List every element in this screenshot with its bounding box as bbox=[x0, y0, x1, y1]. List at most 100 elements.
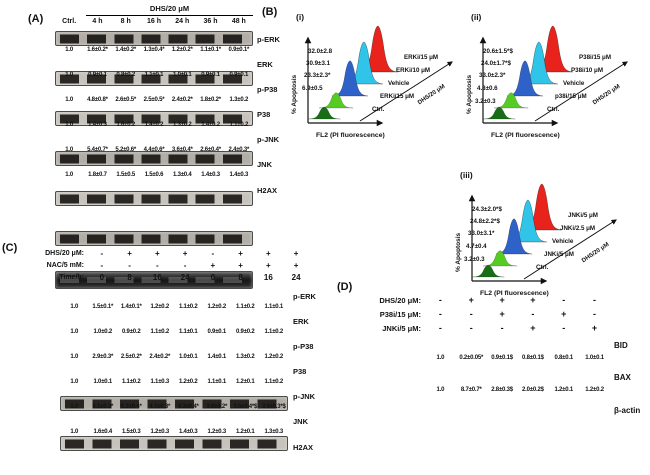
band-value: 1.4±0.3 bbox=[178, 429, 198, 435]
band-value: 1.1±0.1 bbox=[207, 379, 227, 385]
series-label: JNKi/2.5 μM bbox=[560, 225, 596, 232]
band-value: 1.4±0.3 bbox=[88, 122, 107, 128]
treatment-symbol: 16 bbox=[152, 273, 162, 282]
apoptosis-value: 24.8±2.2*$ bbox=[470, 218, 500, 225]
band-value: 1.0 bbox=[70, 429, 79, 435]
band-value: 0.9±0.1$ bbox=[491, 355, 513, 361]
treatment-symbol: + bbox=[561, 309, 567, 319]
subpanel-tag: (i) bbox=[296, 12, 305, 22]
band-value: 1.1±0.2 bbox=[264, 329, 284, 335]
band-value: 2.5±0.5* bbox=[143, 97, 165, 103]
band-value: 1.2±0.2* bbox=[171, 47, 193, 53]
band-value: 0.9±0.1 bbox=[229, 72, 249, 78]
treatment-symbol: + bbox=[293, 249, 299, 258]
band-value: 1.3±0.3 bbox=[264, 429, 284, 435]
blot-label: BID bbox=[614, 341, 628, 350]
blot-values: 1.0 1.5±0.1* 1.4±0.1* 1.2±0.2 1.1±0.2 1.2±0.2… bbox=[60, 304, 288, 310]
treatment-symbol: - bbox=[562, 323, 566, 333]
blot-bands bbox=[60, 74, 248, 83]
treatment-symbol: - bbox=[183, 261, 187, 270]
band-value: 3.6±0.2* bbox=[206, 404, 228, 410]
treatment-symbol: - bbox=[438, 309, 442, 319]
blot-label: ERK bbox=[257, 60, 273, 69]
treatment-symbol: + bbox=[266, 261, 271, 270]
band-value: 1.0 bbox=[70, 354, 79, 360]
band-value: 1.4±0.2* bbox=[115, 47, 137, 53]
band-value: 1.4±0.1 bbox=[207, 354, 227, 360]
band-value: 3.6±0.4* bbox=[171, 147, 193, 153]
blot-label: P38 bbox=[293, 367, 307, 376]
band-value: 4.3±0.4* bbox=[177, 404, 199, 410]
lane-label: 4 h bbox=[92, 18, 103, 25]
lane-label: 36 h bbox=[203, 18, 218, 25]
depth-axis bbox=[359, 61, 453, 122]
lane-label: 48 h bbox=[231, 18, 246, 25]
blot-label: H2AX bbox=[257, 186, 278, 195]
lane-label: 16 h bbox=[146, 18, 161, 25]
band-value: 1.1±0.1* bbox=[200, 47, 221, 53]
treatment-symbol: 24 bbox=[291, 273, 301, 282]
treatment-symbol: 24 bbox=[180, 273, 190, 282]
band-value: 1.1±0.2 bbox=[229, 122, 249, 128]
blot-strip bbox=[55, 71, 253, 86]
blot-label: β-actin bbox=[614, 406, 641, 415]
x-axis-label: FL2 (PI fluorescence) bbox=[316, 132, 385, 139]
histogram-peak bbox=[482, 106, 516, 120]
band-value: 1.3±0.2 bbox=[235, 354, 255, 360]
band-value: 1.8±0.7 bbox=[88, 172, 107, 178]
blot-values: 1.0 1.0±0.1 1.1±0.2 1.1±0.3 1.2±0.2 1.1±0.1 1.… bbox=[60, 379, 288, 385]
treatment-name: JNKi/5 μM: bbox=[382, 324, 421, 333]
band-value: 8.7±0.7* bbox=[460, 387, 482, 393]
series-label: ERKi/15 μM bbox=[380, 93, 415, 100]
series-label: Vehicle bbox=[563, 80, 585, 87]
band-value: 1.2±0.2 bbox=[585, 387, 604, 393]
band-value: 1.4±0.1* bbox=[120, 304, 142, 310]
blot-values: 1.0 1.6±0.2* 1.4±0.2* 1.3±0.4* 1.2±0.2* 1.1±0… bbox=[55, 47, 253, 53]
blot-bands bbox=[60, 277, 248, 283]
treatment-symbol: - bbox=[469, 323, 473, 333]
y-axis-label: % Apoptosis bbox=[291, 74, 298, 114]
series-label: JNKi/5 μM bbox=[544, 251, 574, 258]
blot-values: 1.0 1.6±0.4 1.5±0.3 1.2±0.3 1.4±0.3 1.2±0.3 1.… bbox=[60, 429, 288, 435]
band-value: 4.1±0.3* bbox=[149, 404, 171, 410]
band-value: 1.1±0.3 bbox=[150, 379, 170, 385]
band-value: 1.0±0.1 bbox=[178, 354, 198, 360]
treatment-symbol: - bbox=[211, 249, 215, 258]
treatment-symbols: - + + + - - bbox=[425, 295, 610, 305]
apoptosis-value: 33.0±2.3* bbox=[479, 72, 506, 79]
flow-panel-i: (i) % Apoptosis 32.0±2.8 30.9±3.1 23.3±2.3… bbox=[288, 10, 474, 160]
treatment-symbols: - - - + - + bbox=[425, 323, 610, 333]
band-value: 1.0 bbox=[70, 304, 79, 310]
flow-histogram bbox=[479, 25, 628, 127]
treatment-symbol: 0 bbox=[99, 273, 105, 282]
apoptosis-value: 3.2±0.3 bbox=[475, 98, 496, 105]
band-value: 1.3±0.2 bbox=[172, 122, 192, 128]
band-value: 1.3±0.2 bbox=[229, 97, 249, 103]
band-value: 1.2±0.3 bbox=[207, 429, 227, 435]
apoptosis-value: 33.0±3.1* bbox=[468, 230, 495, 237]
band-value: 1.1±0.2 bbox=[121, 379, 141, 385]
subpanel-tag: (ii) bbox=[471, 12, 482, 22]
treatment-symbol: - bbox=[156, 261, 159, 270]
band-value: 1.2±0.2 bbox=[264, 354, 284, 360]
band-value: 2.8±0.3$ bbox=[491, 387, 513, 393]
band-value: 1.2±0.1 bbox=[235, 429, 255, 435]
blot-strip bbox=[55, 271, 253, 289]
band-value: 1.0 bbox=[70, 379, 79, 385]
band-value: 1.0 bbox=[70, 404, 79, 410]
blot-bands bbox=[60, 234, 248, 243]
depth-axis bbox=[534, 61, 628, 122]
treatment-symbol: + bbox=[155, 249, 160, 258]
treatment-symbol: - bbox=[438, 295, 442, 305]
band-value: 1.2±0.3 bbox=[150, 429, 170, 435]
x-axis-label: FL2 (PI fluorescence) bbox=[491, 132, 560, 139]
apoptosis-value: 23.3±2.3* bbox=[304, 72, 331, 79]
blot-values: 1.0 1.8±0.7 1.5±0.5 1.5±0.6 1.3±0.4 1.4±0.3 1.… bbox=[55, 172, 253, 178]
lane-label: 24 h bbox=[175, 18, 190, 25]
blot-label: BAX bbox=[614, 373, 631, 382]
band-value: 1.1±0.1 bbox=[144, 72, 164, 78]
treatment-symbol: - bbox=[128, 261, 131, 270]
band-value: 1.2±0.2 bbox=[178, 379, 198, 385]
blot-values: 1.0 1.0±0.2 0.9±0.2 1.1±0.2 1.1±0.1 0.9±0.1 0.… bbox=[60, 329, 288, 335]
band-value: 5.4±0.7* bbox=[87, 147, 108, 153]
